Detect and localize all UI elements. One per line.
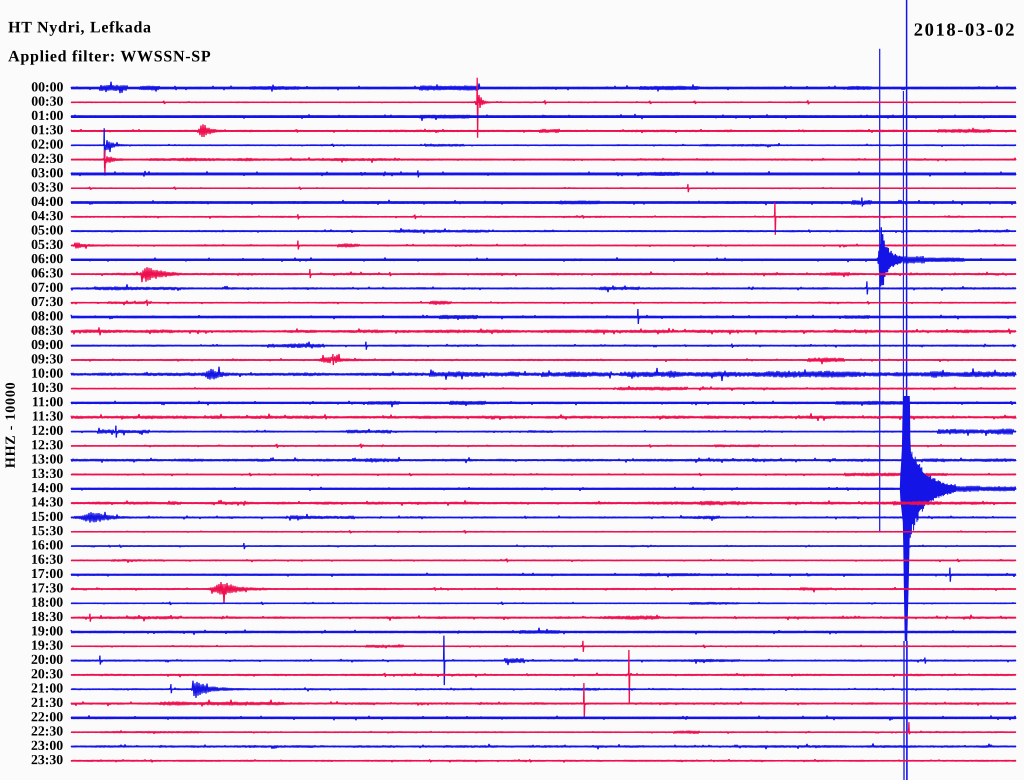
- svg-text:07:00: 07:00: [31, 280, 63, 295]
- svg-text:18:00: 18:00: [31, 595, 63, 610]
- svg-text:02:00: 02:00: [31, 137, 63, 152]
- svg-text:00:30: 00:30: [31, 94, 63, 109]
- svg-text:20:00: 20:00: [31, 652, 63, 667]
- svg-text:17:00: 17:00: [31, 566, 63, 581]
- svg-text:11:00: 11:00: [32, 394, 64, 409]
- svg-text:19:30: 19:30: [31, 638, 63, 653]
- svg-text:09:00: 09:00: [31, 337, 63, 352]
- svg-text:19:00: 19:00: [31, 623, 63, 638]
- svg-text:23:30: 23:30: [31, 752, 63, 767]
- svg-text:10:30: 10:30: [31, 380, 63, 395]
- svg-text:02:30: 02:30: [31, 151, 63, 166]
- svg-text:22:30: 22:30: [31, 724, 63, 739]
- svg-text:04:30: 04:30: [31, 208, 63, 223]
- svg-text:05:30: 05:30: [31, 237, 63, 252]
- svg-text:14:30: 14:30: [31, 494, 63, 509]
- svg-text:04:00: 04:00: [31, 194, 63, 209]
- svg-text:2018-03-02: 2018-03-02: [914, 21, 1016, 41]
- svg-text:HHZ - 10000: HHZ - 10000: [4, 382, 19, 469]
- svg-text:15:30: 15:30: [31, 523, 63, 538]
- svg-text:22:00: 22:00: [31, 709, 63, 724]
- svg-text:05:00: 05:00: [31, 223, 63, 238]
- svg-text:13:30: 13:30: [31, 466, 63, 481]
- svg-text:20:30: 20:30: [31, 666, 63, 681]
- svg-text:14:00: 14:00: [31, 480, 63, 495]
- svg-text:23:00: 23:00: [31, 738, 63, 753]
- svg-text:21:00: 21:00: [31, 681, 63, 696]
- svg-text:10:00: 10:00: [31, 366, 63, 381]
- svg-text:13:00: 13:00: [31, 452, 63, 467]
- svg-text:18:30: 18:30: [31, 609, 63, 624]
- svg-text:HT Nydri, Lefkada: HT Nydri, Lefkada: [8, 19, 152, 36]
- svg-text:08:30: 08:30: [31, 323, 63, 338]
- svg-text:00:00: 00:00: [31, 79, 63, 94]
- svg-text:03:30: 03:30: [31, 180, 63, 195]
- svg-text:16:30: 16:30: [31, 552, 63, 567]
- svg-text:12:00: 12:00: [31, 423, 63, 438]
- svg-text:01:30: 01:30: [31, 122, 63, 137]
- svg-text:12:30: 12:30: [31, 437, 63, 452]
- svg-text:15:00: 15:00: [31, 509, 63, 524]
- svg-text:01:00: 01:00: [31, 108, 63, 123]
- svg-text:16:00: 16:00: [31, 537, 63, 552]
- svg-text:06:30: 06:30: [31, 265, 63, 280]
- svg-text:08:00: 08:00: [31, 308, 63, 323]
- svg-text:11:30: 11:30: [32, 409, 64, 424]
- svg-text:06:00: 06:00: [31, 251, 63, 266]
- svg-text:03:00: 03:00: [31, 165, 63, 180]
- svg-text:07:30: 07:30: [31, 294, 63, 309]
- svg-text:21:30: 21:30: [31, 695, 63, 710]
- svg-text:09:30: 09:30: [31, 351, 63, 366]
- svg-text:17:30: 17:30: [31, 580, 63, 595]
- svg-text:Applied filter: WWSSN-SP: Applied filter: WWSSN-SP: [8, 48, 211, 65]
